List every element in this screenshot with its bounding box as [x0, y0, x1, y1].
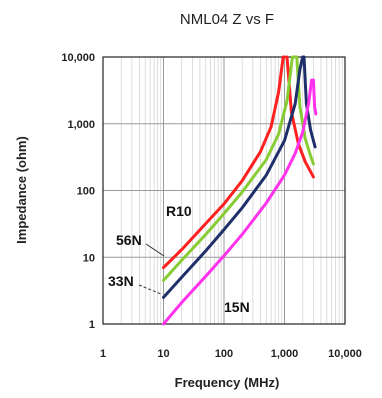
series-layer: [162, 55, 318, 326]
series-label-33n: 33N: [108, 273, 134, 289]
series-label-r10: R10: [166, 203, 192, 219]
y-tick-label: 1,000: [67, 119, 95, 131]
series-line-33n-2: [302, 55, 317, 149]
y-tick-label: 100: [77, 186, 95, 198]
y-tick-label: 10,000: [61, 52, 95, 64]
series-line-56n-1: [162, 55, 297, 282]
series-label-56n: 56N: [116, 232, 142, 248]
y-tick-label: 1: [89, 319, 95, 331]
series-line-r10-1: [162, 55, 286, 270]
x-tick-label: 1: [100, 348, 106, 360]
x-tick-label: 100: [215, 348, 233, 360]
series-line-15n-1: [162, 78, 315, 326]
series-label-15n: 15N: [224, 299, 250, 315]
y-tick-label: 10: [83, 252, 95, 264]
y-axis-label: Impedance (ohm): [14, 136, 29, 244]
tick-labels: 1 10 100 1,000 10,000 1 10 100 1,000 10,000: [61, 52, 361, 360]
chart-title: NML04 Z vs F: [180, 11, 274, 28]
x-axis-label: Frequency (MHz): [175, 375, 280, 390]
label-leader-56n: [145, 243, 165, 257]
series-line-56n-2: [295, 55, 315, 166]
plot-frame: [102, 56, 346, 325]
x-tick-label: 1,000: [271, 348, 299, 360]
x-tick-label: 10: [157, 348, 169, 360]
label-leader-33n: [138, 284, 162, 295]
x-tick-label: 10,000: [328, 348, 362, 360]
series-line-15n-2: [311, 78, 318, 116]
series-line-33n-1: [162, 55, 305, 299]
